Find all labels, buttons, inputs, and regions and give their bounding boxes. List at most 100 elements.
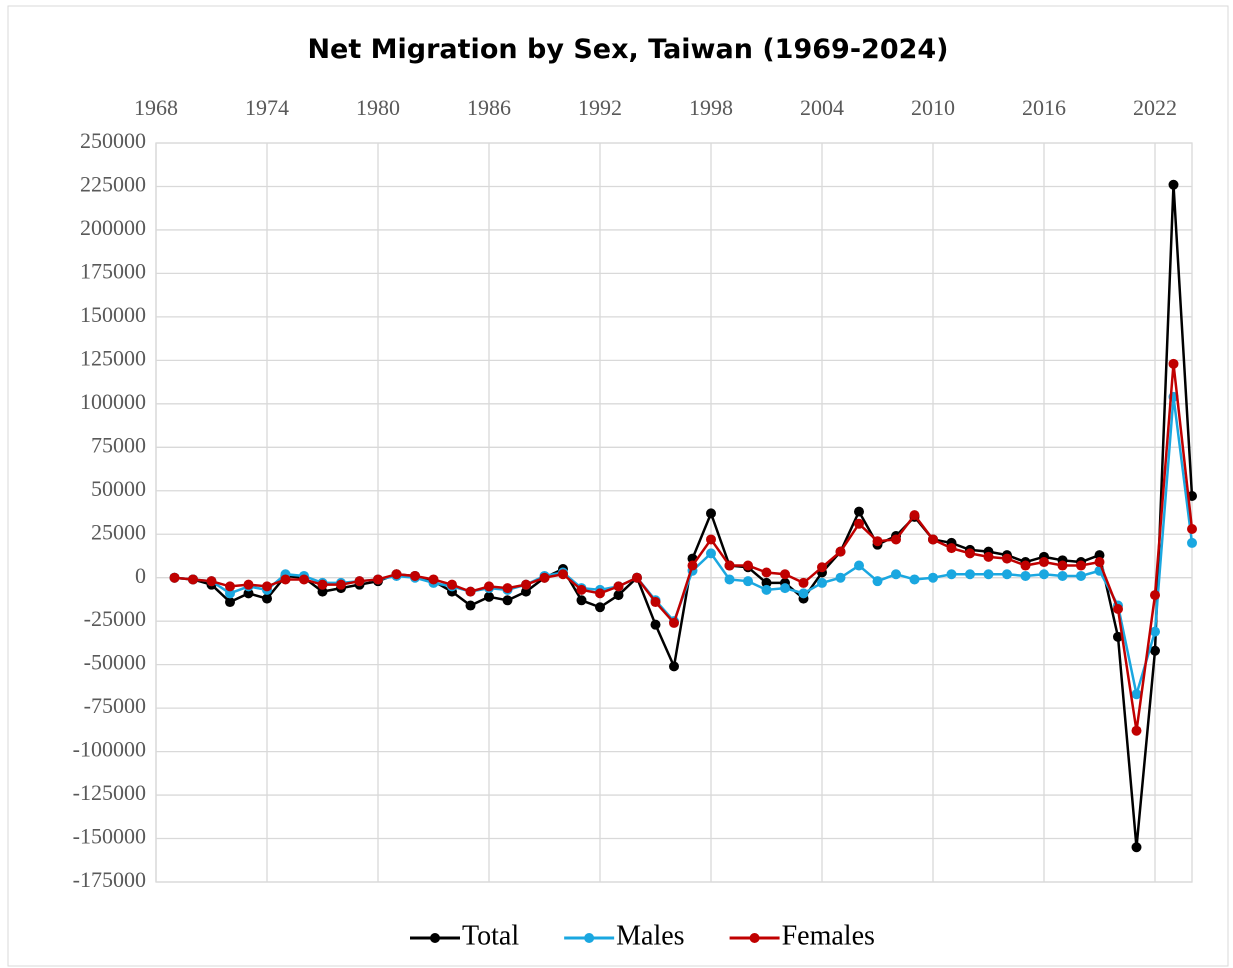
data-point [1187, 537, 1197, 548]
data-point [817, 577, 827, 588]
data-point [706, 508, 716, 519]
x-tick-label: 1974 [245, 95, 289, 120]
data-point [465, 586, 476, 597]
data-point [687, 560, 698, 571]
data-point [169, 572, 180, 583]
data-point [761, 584, 772, 595]
data-point [909, 574, 920, 585]
data-point [1039, 557, 1049, 568]
data-point [521, 586, 531, 597]
y-tick-label: 225000 [80, 172, 146, 197]
data-point [336, 579, 346, 590]
data-point [613, 590, 624, 601]
legend-label: Females [782, 920, 875, 951]
legend-marker [584, 933, 595, 943]
y-tick-label: -125000 [73, 780, 146, 805]
data-point [521, 579, 531, 590]
y-tick-label: 200000 [80, 215, 146, 240]
data-point [576, 584, 587, 595]
data-point [1168, 179, 1179, 190]
plot-border [155, 142, 1193, 883]
data-point [262, 593, 272, 604]
x-tick-label: 2004 [800, 95, 844, 120]
data-point [225, 588, 235, 599]
data-point [1131, 842, 1142, 853]
data-point [502, 583, 513, 594]
data-point [854, 506, 864, 517]
y-tick-label: 0 [135, 563, 146, 588]
legend-label: Total [462, 920, 519, 951]
data-point [1131, 725, 1142, 736]
data-point [946, 543, 957, 554]
data-point [983, 569, 994, 580]
x-tick-label: 1986 [467, 95, 511, 120]
data-point [225, 597, 235, 608]
data-point [761, 567, 772, 578]
data-point [1002, 553, 1012, 564]
y-tick-label: -25000 [84, 606, 146, 631]
y-tick-label: 75000 [91, 432, 146, 457]
data-point [243, 588, 254, 599]
data-point [502, 595, 513, 606]
data-point [798, 577, 809, 588]
data-point [854, 518, 864, 529]
data-point [1113, 631, 1123, 642]
data-point [595, 602, 605, 613]
legend-label: Males [616, 920, 684, 951]
data-point [576, 595, 587, 606]
data-point [1020, 560, 1031, 571]
data-point [447, 579, 457, 590]
legend-marker [749, 933, 760, 943]
data-point [465, 600, 476, 611]
y-tick-label: -50000 [84, 650, 146, 675]
data-point [817, 562, 827, 573]
data-point [891, 569, 901, 580]
data-point [1150, 590, 1160, 601]
data-point [354, 576, 365, 587]
y-tick-label: 25000 [91, 519, 146, 544]
data-point [724, 574, 735, 585]
y-tick-label: 125000 [80, 345, 146, 370]
data-point [650, 619, 661, 630]
x-tick-label: 2010 [911, 95, 955, 120]
data-point [1168, 358, 1179, 369]
data-point [872, 576, 883, 587]
data-point [650, 597, 661, 608]
data-point [1057, 570, 1068, 581]
data-point [983, 551, 994, 562]
y-tick-label: -175000 [73, 867, 146, 892]
data-point [632, 572, 642, 583]
data-point [1094, 550, 1105, 561]
data-point [835, 546, 846, 557]
chart-title: Net Migration by Sex, Taiwan (1969-2024) [307, 34, 948, 65]
data-point [743, 576, 753, 587]
data-point [1002, 569, 1012, 580]
data-point [780, 583, 790, 594]
data-point [262, 581, 272, 592]
data-point [1113, 604, 1123, 615]
y-tick-label: 175000 [80, 258, 146, 283]
data-point [317, 579, 328, 590]
data-point [669, 661, 679, 672]
data-point [835, 572, 846, 583]
data-point [1039, 569, 1049, 580]
data-point [428, 574, 439, 585]
data-point [928, 572, 938, 583]
data-point [706, 548, 716, 559]
data-point [946, 569, 957, 580]
x-tick-label: 1968 [134, 95, 178, 120]
y-tick-label: 50000 [91, 476, 146, 501]
y-tick-label: -150000 [73, 824, 146, 849]
data-point [854, 560, 864, 571]
data-point [391, 569, 402, 580]
y-tick-label: 150000 [80, 302, 146, 327]
y-tick-label: -75000 [84, 693, 146, 718]
data-point [613, 581, 624, 592]
data-point [780, 569, 790, 580]
x-tick-label: 1980 [356, 95, 400, 120]
data-point [484, 581, 494, 592]
data-point [280, 574, 291, 585]
data-point [761, 577, 772, 588]
data-point [410, 570, 420, 581]
